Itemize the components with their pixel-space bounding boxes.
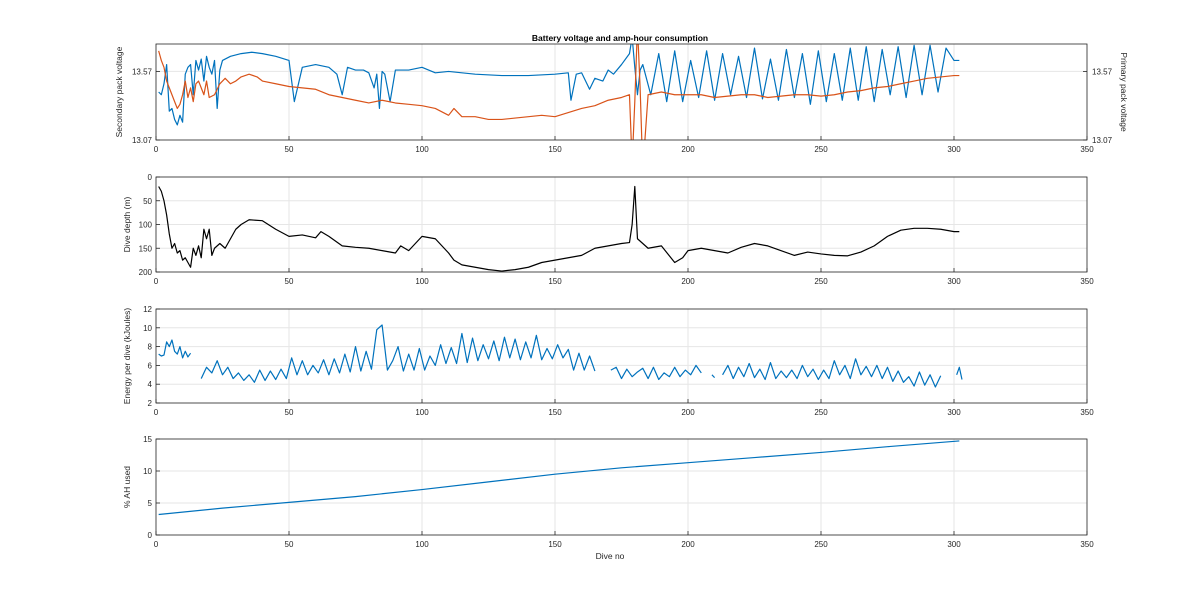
chart-title: Battery voltage and amp-hour consumption (532, 33, 708, 43)
x-tick-label: 100 (415, 145, 429, 154)
x-tick-label: 250 (814, 277, 828, 286)
y-tick-label: 150 (139, 244, 153, 253)
x-tick-label: 250 (814, 408, 828, 417)
x-tick-label: 350 (1080, 408, 1094, 417)
series-line (158, 339, 192, 359)
series-line (158, 44, 960, 126)
x-tick-label: 300 (947, 408, 961, 417)
series-line (158, 44, 960, 140)
y-tick-label: 2 (148, 399, 153, 408)
panel-2: 0 50 100 150 200 250 300 350 0 50 100 150 200 Dive de… (122, 173, 1094, 286)
x-tick-label: 150 (548, 145, 562, 154)
x-tick-label: 0 (154, 540, 159, 549)
y-axis-label: Dive depth (m) (122, 196, 132, 252)
y-right-axis-label: Primary pack voltage (1119, 52, 1129, 132)
y-tick-label: 8 (148, 343, 153, 352)
series-line (722, 358, 942, 388)
x-tick-label: 50 (285, 145, 294, 154)
series-line (158, 440, 960, 516)
y-tick-label: 0 (148, 173, 153, 182)
x-tick-label: 250 (814, 145, 828, 154)
x-axis-label: Dive no (596, 551, 625, 561)
x-tick-label: 100 (415, 277, 429, 286)
y-right-tick-label: 13.57 (1092, 67, 1113, 76)
y-tick-label: 0 (148, 531, 153, 540)
y-tick-label: 10 (143, 467, 152, 476)
x-tick-label: 100 (415, 540, 429, 549)
x-tick-label: 150 (548, 277, 562, 286)
y-tick-label: 4 (148, 380, 153, 389)
y-tick-label: 13.07 (132, 136, 153, 145)
y-tick-label: 50 (143, 197, 152, 206)
axes-box (155, 308, 1088, 404)
x-tick-label: 100 (415, 408, 429, 417)
y-axis-label: Energy per dive (kJoules) (122, 308, 132, 405)
series-line (200, 324, 596, 383)
panel-1: 0 50 100 150 200 250 300 35013.0713.5713.0713.5… (114, 43, 1129, 154)
panel-4: 0 50 100 150 200 250 300 350 0 5 10 15 % AH used (122, 435, 1094, 549)
x-tick-label: 0 (154, 408, 159, 417)
y-tick-label: 10 (143, 324, 152, 333)
x-tick-label: 200 (681, 540, 695, 549)
axes-box (155, 438, 1088, 536)
y-axis-label: Secondary pack voltage (114, 46, 124, 137)
y-tick-label: 6 (148, 361, 153, 370)
x-tick-label: 0 (154, 145, 159, 154)
panel-3: 0 50 100 150 200 250 300 350 2 4 6 8 10 12 Energy per … (122, 305, 1094, 417)
y-tick-label: 13.57 (132, 67, 153, 76)
series-line (711, 374, 716, 379)
x-tick-label: 150 (548, 408, 562, 417)
x-tick-label: 250 (814, 540, 828, 549)
y-tick-label: 200 (139, 268, 153, 277)
y-tick-label: 100 (139, 221, 153, 230)
x-tick-label: 300 (947, 540, 961, 549)
x-tick-label: 50 (285, 408, 294, 417)
x-tick-label: 350 (1080, 277, 1094, 286)
x-tick-label: 350 (1080, 145, 1094, 154)
y-tick-label: 5 (148, 499, 153, 508)
x-tick-label: 200 (681, 408, 695, 417)
x-tick-label: 50 (285, 277, 294, 286)
y-right-tick-label: 13.07 (1092, 136, 1113, 145)
y-tick-label: 12 (143, 305, 152, 314)
y-tick-label: 15 (143, 435, 152, 444)
x-tick-label: 150 (548, 540, 562, 549)
x-tick-label: 350 (1080, 540, 1094, 549)
series-line (158, 185, 960, 272)
x-tick-label: 0 (154, 277, 159, 286)
x-tick-label: 200 (681, 145, 695, 154)
x-tick-label: 300 (947, 145, 961, 154)
y-axis-label: % AH used (122, 466, 132, 508)
axes-box (155, 43, 1088, 141)
x-tick-label: 50 (285, 540, 294, 549)
series-line (956, 366, 963, 380)
x-tick-label: 300 (947, 277, 961, 286)
series-line (610, 364, 702, 381)
x-tick-label: 200 (681, 277, 695, 286)
